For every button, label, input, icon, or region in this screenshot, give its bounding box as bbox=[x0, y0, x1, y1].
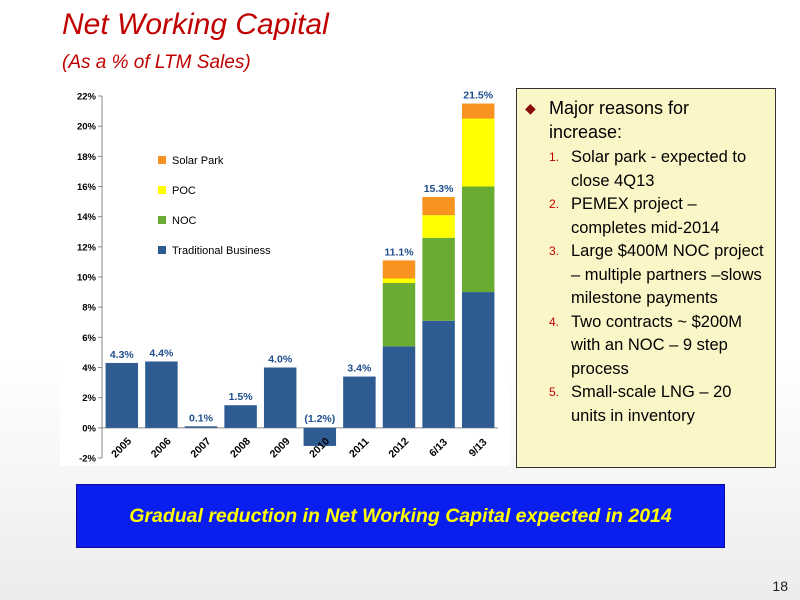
y-tick-label: 8% bbox=[82, 303, 96, 314]
bar-total-label: 3.4% bbox=[347, 363, 372, 375]
bar-total-label: 1.5% bbox=[229, 391, 254, 403]
bar-segment-noc bbox=[422, 237, 455, 321]
bar-segment-solar-park bbox=[461, 103, 495, 119]
y-tick-label: -2% bbox=[79, 454, 96, 465]
x-tick-label: 2008 bbox=[228, 435, 253, 460]
x-tick-label: 2012 bbox=[386, 435, 411, 460]
reason-item: 2. PEMEX project – completes mid-2014 bbox=[549, 193, 767, 240]
bar-segment-traditional-business bbox=[382, 346, 416, 428]
bar-total-label: 0.1% bbox=[189, 412, 214, 424]
legend-label: NOC bbox=[172, 215, 197, 227]
bar-total-label: 4.0% bbox=[268, 354, 293, 366]
y-tick-label: 14% bbox=[77, 212, 97, 223]
y-tick-label: 18% bbox=[77, 152, 97, 163]
bar-total-label: 15.3% bbox=[424, 183, 454, 195]
bar-total-label: 11.1% bbox=[384, 246, 414, 258]
x-tick-label: 6/13 bbox=[427, 436, 450, 459]
legend-swatch bbox=[158, 246, 166, 254]
x-tick-label: 2005 bbox=[109, 435, 134, 460]
legend-swatch bbox=[158, 186, 166, 194]
reason-item: 5. Small-scale LNG – 20 units in invento… bbox=[549, 381, 767, 428]
y-tick-label: 22% bbox=[77, 92, 97, 103]
slide-subtitle: (As a % of LTM Sales) bbox=[62, 52, 251, 73]
reason-item: 1. Solar park - expected to close 4Q13 bbox=[549, 146, 767, 193]
bar-segment-traditional-business bbox=[145, 361, 178, 428]
reason-text: Large $400M NOC project – multiple partn… bbox=[571, 242, 764, 307]
bar-total-label: 4.4% bbox=[149, 347, 174, 359]
reason-text: Small-scale LNG – 20 units in inventory bbox=[571, 383, 732, 425]
reason-number: 5. bbox=[549, 385, 560, 399]
reasons-heading: Major reasons for increase: bbox=[549, 98, 690, 142]
reason-text: Two contracts ~ $200M with an NOC – 9 st… bbox=[571, 312, 743, 378]
bar-segment-noc bbox=[461, 186, 495, 293]
legend-label: POC bbox=[172, 185, 196, 197]
bar-segment-traditional-business bbox=[224, 405, 257, 428]
bar-segment-solar-park bbox=[422, 197, 455, 216]
reason-text: Solar park - expected to close 4Q13 bbox=[571, 148, 747, 190]
y-tick-label: 16% bbox=[77, 182, 97, 193]
bar-segment-solar-park bbox=[382, 260, 416, 279]
x-tick-label: 2007 bbox=[188, 435, 213, 460]
bar-total-label: 21.5% bbox=[463, 90, 493, 102]
reason-text: PEMEX project – completes mid-2014 bbox=[571, 195, 720, 237]
legend-label: Solar Park bbox=[172, 155, 224, 167]
diamond-bullet-icon: ◆ bbox=[525, 100, 536, 116]
bar-segment-poc bbox=[422, 215, 455, 238]
bar-segment-traditional-business bbox=[461, 292, 495, 428]
reasons-heading-row: ◆ Major reasons for increase: bbox=[525, 96, 767, 144]
y-tick-label: 6% bbox=[82, 333, 96, 344]
x-tick-label: 9/13 bbox=[467, 436, 490, 459]
bar-segment-noc bbox=[382, 283, 416, 347]
y-tick-label: 2% bbox=[82, 393, 96, 404]
reasons-list: 1. Solar park - expected to close 4Q13 2… bbox=[525, 146, 767, 428]
x-tick-label: 2006 bbox=[149, 435, 174, 460]
y-tick-label: 12% bbox=[77, 242, 97, 253]
x-tick-label: 2011 bbox=[347, 435, 372, 460]
y-tick-label: 10% bbox=[77, 273, 97, 284]
reason-number: 2. bbox=[549, 197, 560, 211]
reason-number: 3. bbox=[549, 244, 560, 258]
bar-total-label: (1.2%) bbox=[304, 413, 335, 425]
reason-number: 4. bbox=[549, 314, 560, 329]
bar-segment-poc bbox=[382, 278, 416, 284]
reason-item: 4. Two contracts ~ $200M with an NOC – 9… bbox=[549, 311, 767, 382]
page-number: 18 bbox=[772, 578, 788, 594]
reasons-box: ◆ Major reasons for increase: 1. Solar p… bbox=[516, 88, 776, 468]
bar-segment-traditional-business bbox=[303, 427, 337, 446]
chart-svg: -2% 0% 2% 4% 6% 8% 10% 12% 14% 16% 18% 20% 22% 4.3% 20… bbox=[77, 90, 498, 465]
banner-text: Gradual reduction in Net Working Capital… bbox=[129, 504, 672, 527]
y-tick-label: 4% bbox=[82, 363, 96, 374]
slide-title: Net Working Capital bbox=[62, 8, 329, 41]
net-working-capital-chart: -2% 0% 2% 4% 6% 8% 10% 12% 14% 16% 18% 20% 22% 4.3% 20… bbox=[60, 86, 510, 466]
bar-total-label: 4.3% bbox=[110, 349, 135, 361]
bar-segment-poc bbox=[461, 118, 495, 187]
bar-segment-traditional-business bbox=[184, 426, 218, 428]
bar-segment-traditional-business bbox=[105, 362, 139, 428]
x-tick-label: 2009 bbox=[268, 435, 293, 460]
summary-banner: Gradual reduction in Net Working Capital… bbox=[76, 484, 725, 548]
reason-number: 1. bbox=[549, 150, 560, 164]
y-tick-label: 0% bbox=[82, 423, 96, 434]
legend-label: Traditional Business bbox=[172, 245, 271, 257]
bar-segment-traditional-business bbox=[263, 367, 297, 428]
bar-segment-traditional-business bbox=[343, 376, 376, 428]
legend-swatch bbox=[158, 216, 166, 224]
legend-swatch bbox=[158, 156, 166, 164]
reason-item: 3. Large $400M NOC project – multiple pa… bbox=[549, 240, 767, 311]
y-tick-label: 20% bbox=[77, 122, 97, 133]
bar-segment-traditional-business bbox=[422, 320, 455, 428]
